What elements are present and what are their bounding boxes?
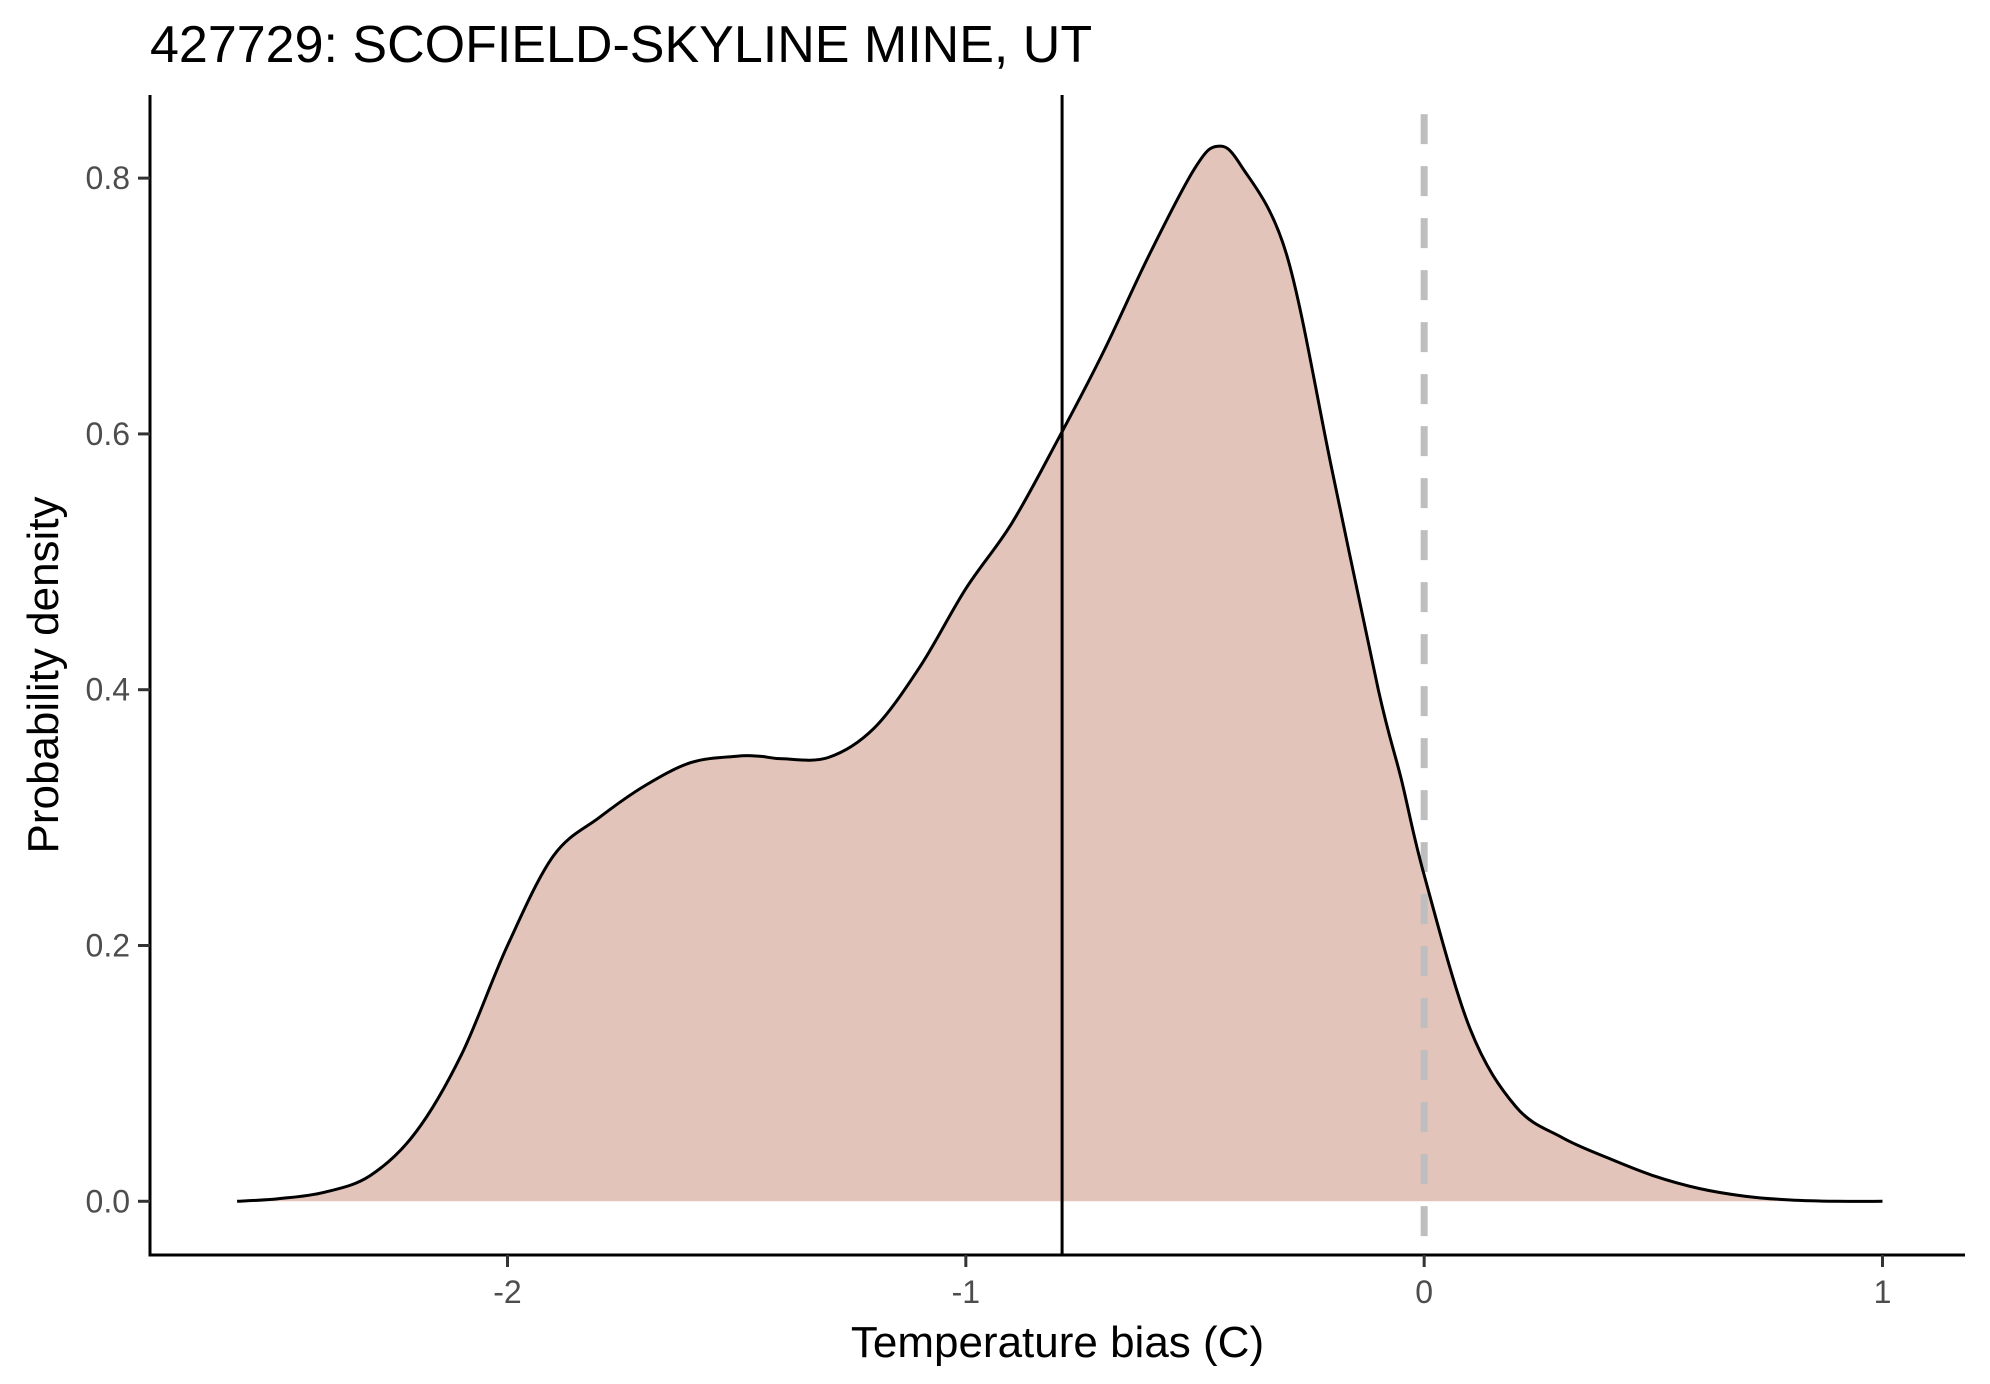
x-tick-label: -1	[952, 1274, 980, 1310]
density-curve	[237, 144, 1883, 1203]
y-tick-label: 0.6	[86, 416, 130, 452]
y-tick-label: 0.0	[86, 1183, 130, 1219]
y-tick-label: 0.2	[86, 927, 130, 963]
plot-area	[237, 95, 1883, 1255]
x-tick-label: 1	[1874, 1274, 1892, 1310]
y-tick-label: 0.8	[86, 160, 130, 196]
y-axis-label: Probability density	[19, 496, 68, 853]
x-axis-label: Temperature bias (C)	[851, 1318, 1264, 1367]
y-tick-label: 0.4	[86, 672, 130, 708]
x-tick-label: 0	[1415, 1274, 1433, 1310]
axes: -2 -1 0 1 0.0 0.2 0.4 0.6 0.8	[86, 95, 1965, 1310]
density-area	[237, 146, 1883, 1202]
x-tick-label: -2	[493, 1274, 521, 1310]
chart-title: 427729: SCOFIELD-SKYLINE MINE, UT	[150, 16, 1092, 74]
